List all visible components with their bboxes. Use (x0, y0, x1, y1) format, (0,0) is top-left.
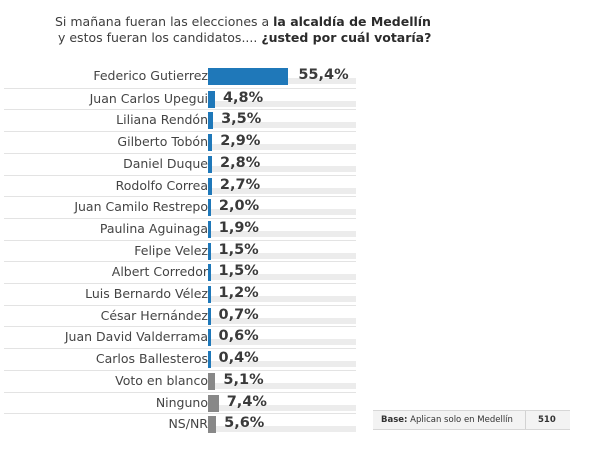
chart-row: Ninguno 7,4% (4, 391, 356, 415)
chart-row: Carlos Ballesteros 0,4% (4, 348, 356, 371)
bar (208, 307, 211, 325)
bar (208, 286, 211, 303)
bar-track (208, 361, 356, 368)
value-label: 0,7% (218, 306, 259, 323)
chart-row: Paulina Aguinaga 1,9% (4, 217, 356, 241)
bar (208, 264, 211, 282)
chart-row: César Hernández 0,7% (4, 304, 356, 328)
bar (208, 177, 212, 195)
bar-track (208, 100, 356, 107)
value-label: 1,9% (218, 219, 259, 236)
category-label: Ninguno (155, 394, 208, 410)
category-label: Felipe Velez (134, 242, 208, 258)
bar-track (208, 230, 356, 237)
bar-track (208, 209, 356, 216)
category-label: Luis Bernardo Vélez (85, 286, 208, 301)
category-label: César Hernández (100, 307, 208, 323)
chart-row: Daniel Duque 2,8% (4, 152, 356, 176)
chart-row: Juan Camilo Restrepo 2,0% (4, 196, 356, 219)
bar (208, 416, 217, 434)
value-label: 1,2% (218, 285, 259, 301)
base-note: Base: Aplican solo en Medellín 510 (373, 410, 570, 430)
bar (208, 242, 211, 260)
bar-track (208, 252, 356, 259)
value-label: 2,8% (220, 154, 261, 171)
bar (208, 220, 211, 238)
bar-track (208, 122, 356, 129)
value-label: 1,5% (218, 241, 259, 258)
chart-row: Felipe Velez 1,5% (4, 239, 356, 263)
bar-track (208, 317, 356, 324)
chart-row: Juan Carlos Upegui 4,8% (4, 87, 356, 111)
chart-row: Rodolfo Correa 2,7% (4, 174, 356, 198)
value-label: 55,4% (298, 67, 349, 83)
value-label: 5,6% (224, 415, 265, 432)
value-label: 2,7% (219, 176, 261, 193)
bar (208, 394, 219, 412)
title-line-2: y estos fueran los candidatos.... ¿usted… (58, 30, 432, 45)
category-label: Rodolfo Correa (115, 177, 208, 193)
chart-row: Albert Corredor 1,5% (4, 261, 356, 284)
category-label: Gilberto Tobón (117, 134, 208, 150)
title-line-1: Si mañana fueran las elecciones a la alc… (55, 14, 431, 29)
bar (208, 155, 213, 173)
bar (208, 372, 216, 390)
category-label: Juan David Valderrama (64, 329, 208, 345)
chart-row: Liliana Rendón 3,5% (4, 109, 356, 132)
bar (208, 68, 289, 85)
chart-row: Voto en blanco 5,1% (4, 369, 356, 393)
category-label: Carlos Ballesteros (95, 351, 208, 367)
base-count: 510 (538, 415, 556, 425)
chart-row: Luis Bernardo Vélez 1,2% (4, 283, 356, 306)
category-label: Albert Corredor (111, 264, 208, 280)
category-label: Voto en blanco (115, 372, 208, 388)
chart-row: Juan David Valderrama 0,6% (4, 326, 356, 349)
category-label: Federico Gutierrez (93, 68, 208, 83)
base-divider (525, 411, 526, 429)
value-label: 1,5% (218, 263, 259, 280)
bar-track (208, 339, 356, 346)
value-label: 7,4% (226, 393, 267, 410)
value-label: 0,4% (218, 350, 259, 367)
bar (208, 90, 215, 108)
value-label: 2,0% (218, 198, 260, 215)
base-label: Base: Aplican solo en Medellín (381, 415, 513, 425)
bar (208, 351, 211, 369)
bar (208, 329, 211, 347)
bar-track (208, 187, 356, 194)
bar-track (208, 296, 356, 302)
bar-track (208, 274, 356, 281)
value-label: 4,8% (222, 89, 264, 106)
value-label: 0,6% (218, 328, 259, 345)
bar-track (208, 404, 356, 411)
category-label: Juan Camilo Restrepo (74, 199, 208, 215)
category-label: Juan Carlos Upegui (89, 90, 208, 106)
bar-track (208, 426, 356, 433)
category-label: Daniel Duque (123, 155, 208, 171)
chart-row: Gilberto Tobón 2,9% (4, 131, 356, 154)
value-label: 3,5% (221, 111, 262, 128)
category-label: NS/NR (168, 416, 208, 432)
chart-row: Federico Gutierrez 55,4% (4, 66, 356, 88)
bar-track (208, 382, 356, 389)
bar-track (208, 165, 356, 172)
bar (208, 134, 213, 152)
category-label: Paulina Aguinaga (99, 220, 208, 236)
category-label: Liliana Rendón (116, 112, 208, 128)
chart-row: NS/NR 5,6% (4, 413, 356, 436)
value-label: 2,9% (220, 133, 261, 150)
bar (208, 199, 211, 217)
bar-track (208, 144, 356, 151)
bar (208, 112, 214, 130)
value-label: 5,1% (223, 371, 264, 388)
